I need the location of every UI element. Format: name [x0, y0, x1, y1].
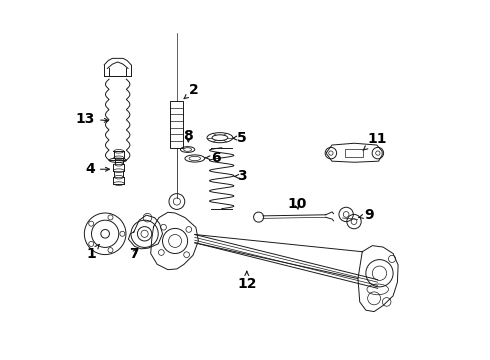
Text: 11: 11 — [363, 132, 387, 150]
Text: 2: 2 — [184, 84, 199, 99]
Text: 7: 7 — [129, 247, 139, 261]
Text: 6: 6 — [205, 151, 221, 165]
Text: 4: 4 — [85, 162, 109, 176]
Text: 10: 10 — [287, 197, 307, 211]
Text: 9: 9 — [358, 208, 373, 222]
Text: 8: 8 — [183, 129, 193, 143]
Bar — [171, 101, 183, 148]
Bar — [345, 149, 364, 157]
Text: 3: 3 — [234, 170, 247, 183]
Text: 1: 1 — [87, 244, 99, 261]
Text: 5: 5 — [233, 131, 247, 145]
Text: 13: 13 — [76, 112, 108, 126]
Text: 12: 12 — [237, 271, 257, 291]
